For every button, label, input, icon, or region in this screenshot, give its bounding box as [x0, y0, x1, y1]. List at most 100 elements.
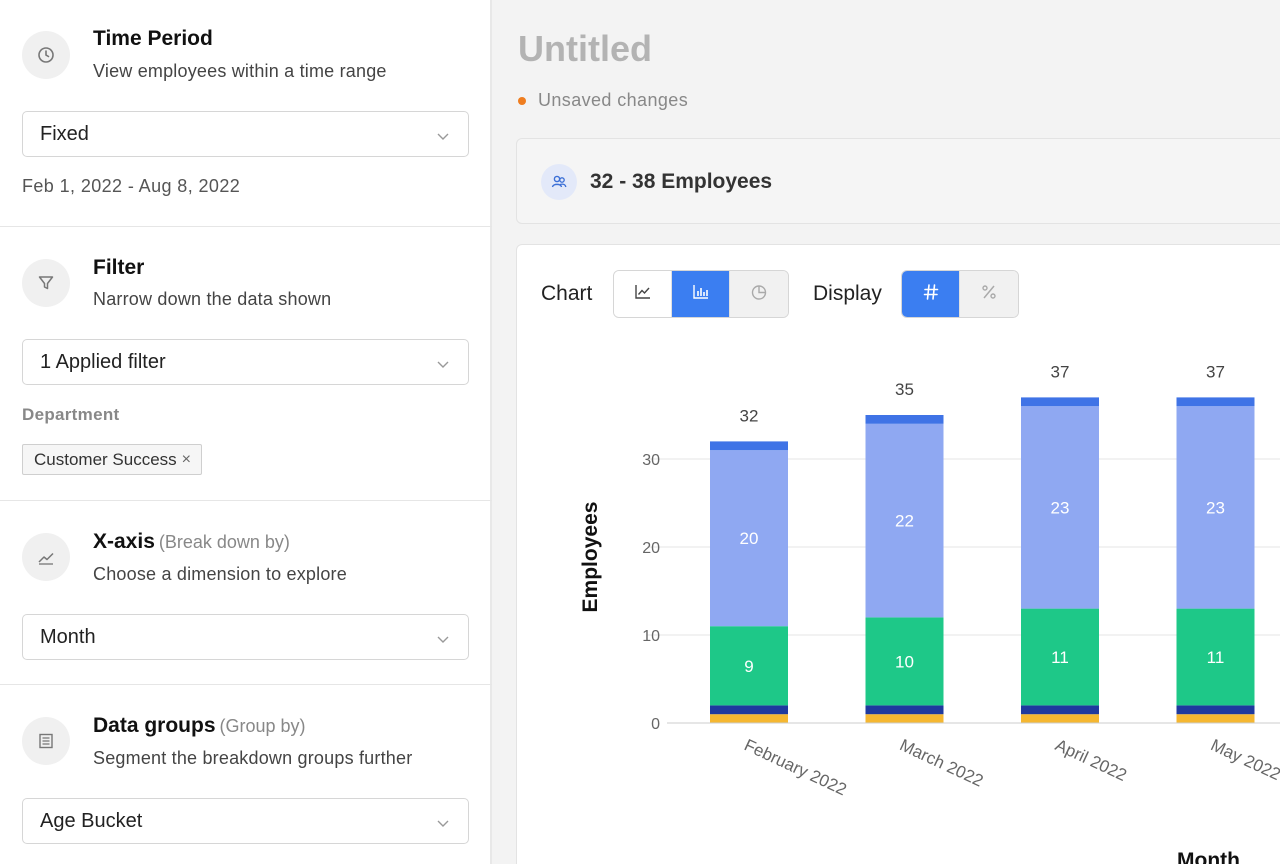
bar-segment	[865, 617, 944, 706]
bar-segment	[1021, 714, 1099, 723]
chart-type-toggle	[613, 270, 789, 318]
time-period-select-value: Fixed	[40, 122, 89, 145]
x-axis-title-text: X-axis	[93, 530, 155, 553]
pie-chart-icon	[749, 282, 769, 307]
data-groups-title-hint: (Group by)	[219, 716, 306, 736]
y-tick-label: 30	[642, 452, 660, 469]
bar-segment-label: 23	[1206, 498, 1225, 517]
bar-segment	[865, 714, 944, 723]
time-period-title: Time Period	[93, 27, 213, 50]
bar-segment	[1021, 406, 1099, 609]
display-label: Display	[813, 282, 882, 305]
bar-segment-label: 9	[744, 657, 753, 676]
pie-chart-button[interactable]	[730, 271, 788, 317]
bar-segment	[865, 415, 944, 424]
x-tick-label: May 2022	[1208, 735, 1280, 784]
status-dot	[518, 96, 526, 105]
section-divider	[0, 226, 492, 227]
x-tick-label: April 2022	[1052, 735, 1129, 785]
data-groups-select-value: Age Bucket	[40, 809, 143, 832]
bar-segment-label: 23	[1051, 498, 1070, 517]
bar-segment	[710, 714, 788, 723]
x-axis-title-hint: (Break down by)	[158, 532, 290, 552]
employee-count: 32 - 38 Employees	[590, 170, 773, 193]
line-chart-button[interactable]	[614, 271, 672, 317]
department-chip: Customer Success ×	[22, 444, 203, 475]
count-mode-button[interactable]	[902, 271, 960, 317]
bar-total-label: 35	[895, 380, 914, 399]
bar-segment	[710, 626, 788, 706]
section-divider	[0, 500, 492, 501]
x-tick-label: March 2022	[897, 735, 986, 790]
bar-total-label: 37	[1051, 362, 1070, 381]
section-divider	[0, 684, 492, 685]
percent-icon	[979, 282, 999, 307]
status-text: Unsaved changes	[538, 90, 689, 110]
chevron-down-icon	[436, 813, 450, 836]
bar-total-label: 37	[1206, 362, 1225, 381]
bar-segment	[1021, 705, 1099, 715]
bar-segment	[1021, 397, 1099, 407]
filter-select-value: 1 Applied filter	[40, 350, 166, 373]
page-title[interactable]: Untitled	[518, 28, 652, 69]
bar-segment	[1176, 714, 1255, 723]
data-groups-title: Data groups (Group by)	[93, 714, 306, 738]
chevron-down-icon	[436, 629, 450, 652]
bar-chart-icon	[691, 282, 711, 307]
bar-segment-label: 11	[1207, 648, 1225, 667]
x-axis-subtitle: Choose a dimension to explore	[93, 564, 347, 584]
department-label: Department	[22, 405, 120, 424]
bar-total-label: 32	[740, 406, 759, 425]
filter-title: Filter	[93, 256, 145, 279]
line-chart-icon	[22, 533, 70, 581]
people-icon	[541, 164, 577, 200]
line-chart-icon	[633, 282, 653, 307]
main-panel: Untitled Unsaved changes 32 - 38 Employe…	[494, 0, 1280, 864]
bar-segment	[1176, 397, 1255, 407]
group-icon	[22, 717, 70, 765]
y-tick-label: 10	[642, 628, 660, 645]
chart-type-label: Chart	[541, 282, 593, 305]
department-chip-label: Customer Success	[34, 449, 177, 469]
bar-segment-label: 11	[1051, 648, 1069, 667]
bar-segment	[865, 705, 944, 715]
data-groups-select[interactable]: Age Bucket	[22, 798, 469, 844]
x-axis-title: Month	[1177, 849, 1240, 864]
display-mode-toggle	[901, 270, 1019, 318]
x-axis-select[interactable]: Month	[22, 614, 469, 660]
bar-segment	[865, 423, 944, 618]
bar-segment	[710, 450, 788, 627]
filter-select[interactable]: 1 Applied filter	[22, 339, 469, 385]
data-groups-subtitle: Segment the breakdown groups further	[93, 748, 413, 768]
bar-segment	[1176, 608, 1255, 706]
time-period-select[interactable]: Fixed	[22, 111, 469, 157]
bar-chart-button[interactable]	[672, 271, 730, 317]
hash-icon	[921, 282, 941, 307]
bar-segment	[710, 441, 788, 451]
chevron-down-icon	[436, 126, 450, 149]
chevron-down-icon	[436, 354, 450, 377]
chart-card: Chart Display 0 10 20 30 9 20 32 February 2022 1…	[516, 244, 1280, 864]
percent-mode-button[interactable]	[960, 271, 1018, 317]
bar-segment	[710, 705, 788, 715]
status-indicator: Unsaved changes	[518, 90, 688, 111]
bar-chart: 0 10 20 30 9 20 32 February 2022 10 22 35 March 202…	[579, 362, 1280, 864]
filter-subtitle: Narrow down the data shown	[93, 289, 332, 309]
bar-segment	[1176, 406, 1255, 609]
bar-segment	[1021, 608, 1099, 706]
bar-segment-label: 10	[895, 652, 914, 671]
data-groups-title-text: Data groups	[93, 714, 216, 737]
y-axis-title: Employees	[579, 502, 602, 613]
close-icon[interactable]: ×	[181, 450, 192, 468]
y-tick-label: 0	[651, 716, 660, 733]
y-tick-label: 20	[642, 540, 660, 557]
x-tick-label: February 2022	[741, 735, 849, 799]
sidebar: Time Period View employees within a time…	[0, 0, 492, 864]
bar-segment-label: 22	[895, 512, 914, 531]
x-axis-title: X-axis (Break down by)	[93, 530, 290, 554]
date-range-text: Feb 1, 2022 - Aug 8, 2022	[22, 176, 241, 196]
time-period-subtitle: View employees within a time range	[93, 61, 387, 81]
filter-icon	[22, 259, 70, 307]
x-axis-select-value: Month	[40, 625, 96, 648]
bar-segment	[1176, 705, 1255, 715]
